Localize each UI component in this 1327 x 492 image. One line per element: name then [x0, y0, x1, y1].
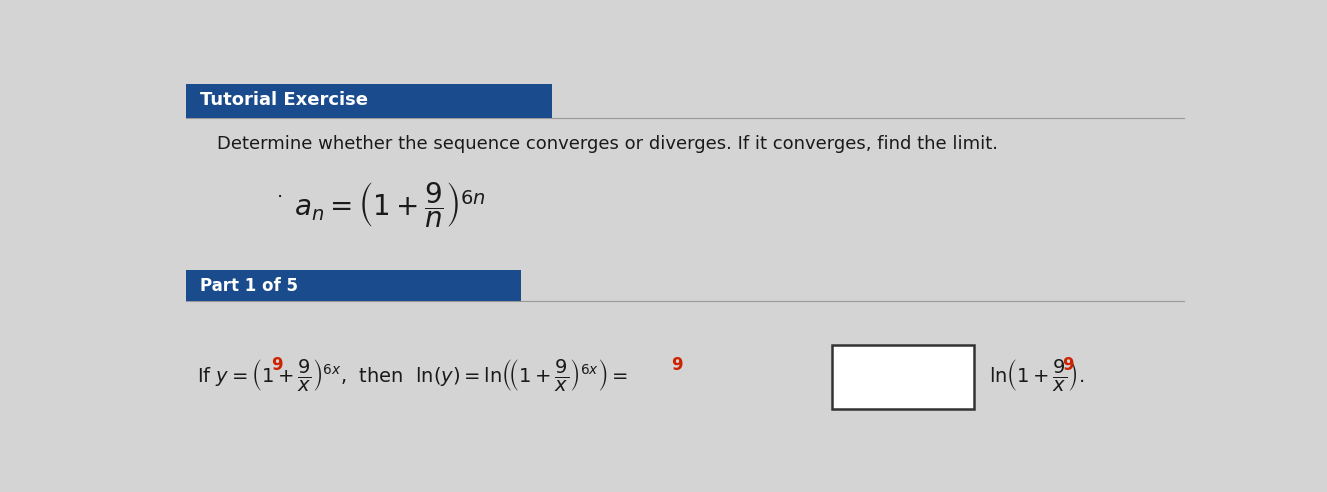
Text: $\ln\!\left(1 + \dfrac{9}{x}\right).$: $\ln\!\left(1 + \dfrac{9}{x}\right).$ — [989, 357, 1084, 394]
Text: Part 1 of 5: Part 1 of 5 — [200, 277, 297, 295]
Text: Determine whether the sequence converges or diverges. If it converges, find the : Determine whether the sequence converges… — [218, 135, 998, 154]
Text: $\mathbf{9}$: $\mathbf{9}$ — [1062, 356, 1074, 374]
Text: If $y = \left(1 + \dfrac{9}{x}\right)^{6x}$,  then  $\ln(y) = \ln\!\left(\!\left: If $y = \left(1 + \dfrac{9}{x}\right)^{6… — [196, 357, 628, 394]
FancyBboxPatch shape — [186, 271, 520, 302]
Text: $\mathbf{\cdot}$: $\mathbf{\cdot}$ — [277, 190, 283, 200]
Text: Tutorial Exercise: Tutorial Exercise — [200, 92, 368, 109]
Bar — [832, 345, 974, 409]
FancyBboxPatch shape — [186, 84, 552, 118]
Text: $\mathit{a}_n = \left(1 + \dfrac{\mathdefault{9}}{n}\right)^{6n}$: $\mathit{a}_n = \left(1 + \dfrac{\mathde… — [295, 180, 486, 230]
Text: $\mathbf{9}$: $\mathbf{9}$ — [670, 356, 683, 374]
Text: $\mathbf{9}$: $\mathbf{9}$ — [271, 356, 283, 374]
